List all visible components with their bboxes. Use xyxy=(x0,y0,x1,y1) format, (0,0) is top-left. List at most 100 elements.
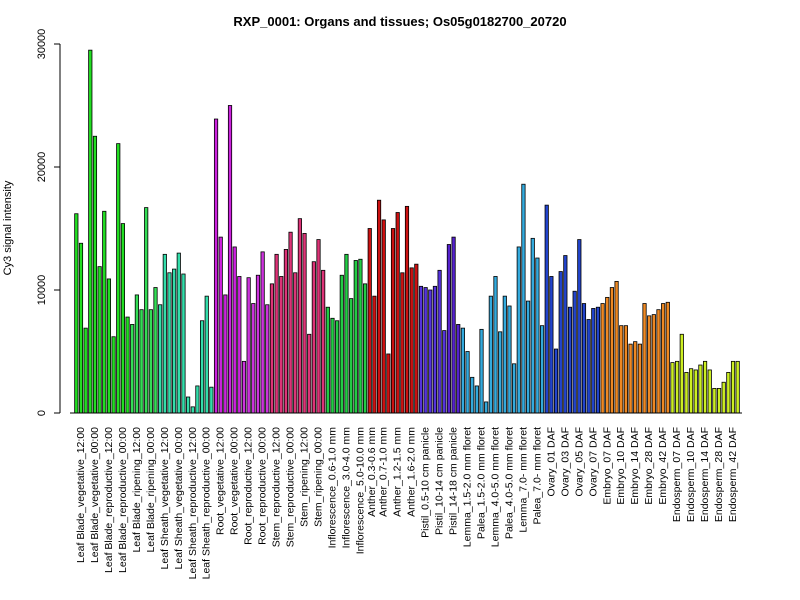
bar xyxy=(274,253,279,414)
category-label: Leaf Sheath_vegetative_12:00 xyxy=(159,427,171,570)
bar xyxy=(92,135,98,414)
category-label: Anther_0.3-0.6 mm xyxy=(366,427,378,517)
category-label: Ovary_03 DAF xyxy=(559,427,571,496)
category-label: Leaf Blade_vegetative_00:00 xyxy=(89,427,101,563)
bar xyxy=(479,328,484,414)
category-label: Inflorescence_3.0-4.0 mm xyxy=(340,427,352,549)
bar xyxy=(651,314,656,414)
bar xyxy=(446,244,451,414)
bar xyxy=(237,276,242,414)
bar xyxy=(255,274,261,414)
category-label: Leaf Sheath_vegetative_00:00 xyxy=(173,427,185,570)
bar xyxy=(307,333,312,414)
bar xyxy=(442,330,447,414)
category-label: Pistil_0.5-10 cm panicle xyxy=(420,427,432,538)
category-label: Root_reproductive_12:00 xyxy=(243,427,255,545)
bar xyxy=(367,228,372,414)
bar xyxy=(726,372,731,414)
bar xyxy=(721,381,726,414)
bar xyxy=(530,237,535,414)
bar xyxy=(707,369,712,414)
category-label: Stem_reproductive_00:00 xyxy=(285,427,297,547)
bar xyxy=(539,325,545,414)
bar xyxy=(120,223,125,414)
bar xyxy=(512,363,517,414)
category-label: Embryo_07 DAF xyxy=(601,427,613,505)
bar xyxy=(172,268,177,414)
bar xyxy=(344,253,349,414)
bar xyxy=(702,360,708,414)
bar xyxy=(586,319,591,414)
bar xyxy=(302,233,307,414)
bar xyxy=(78,242,84,414)
category-label: Root_vegetative_12:00 xyxy=(215,427,227,535)
category-label: Root_reproductive_00:00 xyxy=(257,427,269,545)
category-label: Leaf Blade_reproductive_12:00 xyxy=(103,427,115,573)
bar xyxy=(400,272,405,414)
bar xyxy=(404,205,410,414)
category-label: Inflorescence_0.6-1.0 mm xyxy=(326,427,338,549)
bar xyxy=(83,327,88,414)
bar xyxy=(637,343,642,414)
bar xyxy=(409,267,414,414)
bar xyxy=(353,260,358,414)
bars xyxy=(74,49,740,414)
bar xyxy=(330,317,335,414)
bar xyxy=(498,331,503,414)
bar xyxy=(74,213,79,414)
bar xyxy=(665,301,670,414)
bar xyxy=(414,263,419,414)
bar xyxy=(134,294,139,414)
category-label: Lemma_4.0-5.0 mm floret xyxy=(489,427,501,547)
bar xyxy=(97,266,102,414)
bar xyxy=(386,353,391,414)
bar xyxy=(572,290,577,414)
bar xyxy=(390,228,396,414)
bar xyxy=(293,272,298,414)
bar xyxy=(553,348,559,414)
bar xyxy=(456,324,461,414)
bar xyxy=(418,285,424,414)
bar xyxy=(246,277,251,414)
bar xyxy=(470,376,475,414)
bar xyxy=(609,287,614,414)
bar xyxy=(241,360,247,414)
bar xyxy=(549,276,554,414)
bar xyxy=(684,372,689,414)
bar xyxy=(619,325,624,414)
bar xyxy=(311,261,316,414)
bar xyxy=(577,239,582,414)
bar xyxy=(451,236,456,414)
category-label: Stem_ripening_12:00 xyxy=(299,427,311,527)
bar xyxy=(679,333,684,414)
bar xyxy=(675,360,680,414)
bar xyxy=(204,295,209,414)
bar xyxy=(432,285,438,414)
bar xyxy=(521,183,526,414)
y-axis-label: Cy3 signal intensity xyxy=(2,180,14,275)
category-label: Endosperm_14 DAF xyxy=(699,427,711,522)
bar xyxy=(88,49,93,414)
bar xyxy=(605,296,610,414)
bar xyxy=(269,283,275,414)
bar xyxy=(153,287,158,414)
bar xyxy=(297,218,302,414)
category-label: Leaf Blade_reproductive_00:00 xyxy=(117,427,129,573)
bar xyxy=(535,257,540,414)
bar xyxy=(493,276,498,414)
category-label: Stem_reproductive_12:00 xyxy=(271,427,283,547)
category-label: Endosperm_07 DAF xyxy=(671,427,683,522)
bar xyxy=(213,118,219,414)
bar xyxy=(488,295,493,414)
bar xyxy=(279,276,284,414)
category-label: Leaf Blade_vegetative_12:00 xyxy=(75,427,87,563)
category-label: Endosperm_10 DAF xyxy=(685,427,697,522)
bar xyxy=(325,306,330,414)
bar xyxy=(516,246,521,414)
bar xyxy=(689,368,694,414)
category-label: Palea_1.5-2.0 mm floret xyxy=(476,427,488,539)
category-label: Ovary_07 DAF xyxy=(587,427,599,496)
bar xyxy=(111,336,116,414)
bar xyxy=(167,272,172,414)
category-label: Anther_0.7-1.0 mm xyxy=(378,427,390,517)
